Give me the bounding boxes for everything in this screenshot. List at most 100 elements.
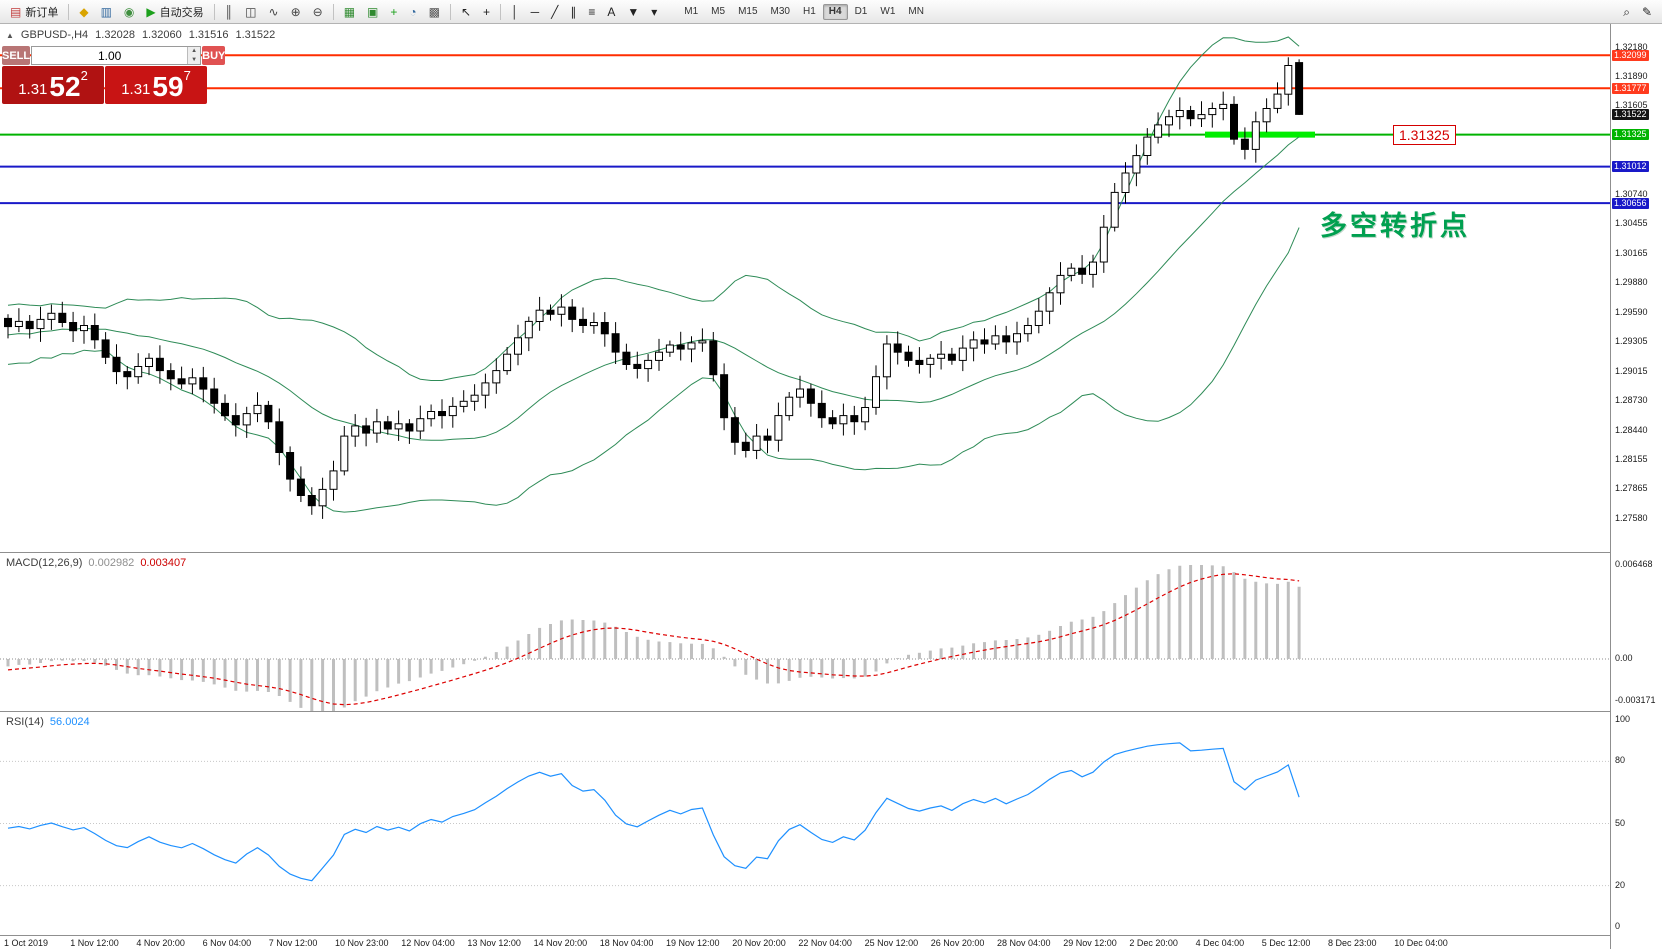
time-axis-label: 2 Dec 20:00 xyxy=(1129,938,1178,948)
axis-scale-label: 0.006468 xyxy=(1615,559,1653,569)
top-toolbar: ▤ 新订单 ◆ ▥ ◉ ▶ 自动交易 ║ ◫ ∿ ⊕ ⊖ ▦ ▣ + ◔ ▩ ↖ + │ ─ ╱ ∥ ≡ A ▼ ▾ M1 M5 M15 M… xyxy=(0,0,1662,24)
axis-scale-label: 100 xyxy=(1615,714,1631,724)
macd-panel[interactable]: MACD(12,26,9) 0.002982 0.003407 xyxy=(0,552,1610,711)
tile-windows-icon[interactable]: ▦ xyxy=(339,1,360,23)
new-order-button-label: 新订单 xyxy=(25,6,59,19)
zoom-out-icon[interactable]: ⊖ xyxy=(308,1,328,23)
shapes-dropdown-icon[interactable]: ▾ xyxy=(646,1,662,23)
search-icon[interactable]: ⌕ xyxy=(1618,1,1635,23)
bar-chart-icon: ║ xyxy=(224,4,234,19)
price-marker-badge: 1.30656 xyxy=(1612,197,1649,209)
chart-symbol-label: GBPUSD-,H4 xyxy=(20,29,89,41)
time-axis-label: 8 Dec 23:00 xyxy=(1328,938,1377,948)
axis-scale-label: 1.32180 xyxy=(1615,41,1648,52)
timeframe-m15[interactable]: M15 xyxy=(738,5,758,17)
time-axis-label: 4 Nov 20:00 xyxy=(136,938,185,948)
channel-icon[interactable]: ∥ xyxy=(565,1,581,23)
market-watch-icon: ▥ xyxy=(100,4,112,19)
toolbar-separator xyxy=(68,3,70,20)
sell-price-display[interactable]: 1.31 52 2 xyxy=(2,66,104,104)
price-axis[interactable]: 1.32180 1.31890 1.31605 1.30740 1.30455 1.301… xyxy=(1610,24,1662,949)
vertical-line-icon[interactable]: │ xyxy=(506,1,524,23)
axis-scale-label: -0.003171 xyxy=(1615,695,1656,705)
timeframe-m1[interactable]: M1 xyxy=(684,5,699,17)
timeframe-mn[interactable]: MN xyxy=(908,5,924,17)
market-watch-icon[interactable]: ▥ xyxy=(96,1,117,23)
chart-window: ▲ GBPUSD-,H4 1.32028 1.32060 1.31516 1.3… xyxy=(0,24,1662,949)
chart-collapse-icon[interactable]: ▲ xyxy=(6,30,14,40)
volume-stepper: ▲ ▼ xyxy=(31,46,202,65)
profiles-icon[interactable]: ◔ xyxy=(404,1,421,23)
toolbar-separator xyxy=(332,3,334,20)
trendline-icon[interactable]: ╱ xyxy=(546,1,563,23)
toolbar-separator xyxy=(500,3,502,20)
timeframe-m5[interactable]: M5 xyxy=(711,5,726,17)
rsi-panel[interactable]: RSI(14) 56.0024 xyxy=(0,711,1610,935)
price-chart-panel[interactable]: ▲ GBPUSD-,H4 1.32028 1.32060 1.31516 1.3… xyxy=(0,24,1610,552)
axis-scale-label: 1.31890 xyxy=(1615,71,1648,82)
time-axis[interactable]: 1 Oct 2019 1 Nov 12:00 4 Nov 20:00 6 Nov 04… xyxy=(0,935,1610,949)
timeframe-d1[interactable]: D1 xyxy=(854,5,868,17)
time-axis-label: 7 Nov 12:00 xyxy=(268,938,318,948)
horizontal-line-icon[interactable]: ─ xyxy=(526,1,545,23)
cursor-icon[interactable]: ↖ xyxy=(456,1,476,23)
autotrading-button-label: 自动交易 xyxy=(159,6,204,19)
buy-button[interactable]: BUY xyxy=(202,46,226,65)
axis-scale-label: 1.29590 xyxy=(1615,306,1648,317)
profiles-icon: ◔ xyxy=(409,4,417,19)
autotrading-button[interactable]: ▶ 自动交易 xyxy=(141,1,208,23)
text-icon[interactable]: A xyxy=(602,1,620,23)
ohlc-open: 1.32028 xyxy=(95,29,135,41)
ohlc-low: 1.31516 xyxy=(188,29,229,41)
edit-icon[interactable]: ✎ xyxy=(1637,1,1657,23)
axis-scale-label: 1.29880 xyxy=(1615,277,1648,287)
chart-annotation-text[interactable]: 多空转折点 xyxy=(1320,211,1470,241)
arrows-icon: ▼ xyxy=(627,4,640,19)
zoom-out-icon: ⊖ xyxy=(312,4,323,19)
shapes-dropdown-icon: ▾ xyxy=(651,4,658,19)
line-chart-icon[interactable]: ∿ xyxy=(264,1,284,23)
trendline-icon: ╱ xyxy=(551,4,559,19)
fibonacci-icon[interactable]: ≡ xyxy=(583,1,600,23)
one-click-trading-panel: SELL ▲ ▼ BUY 1.31 52 2 1.31 xyxy=(2,46,226,104)
horizontal-line-icon: ─ xyxy=(530,4,540,19)
time-axis-label: 25 Nov 12:00 xyxy=(864,938,919,948)
zoom-in-icon[interactable]: ⊕ xyxy=(286,1,306,23)
new-order-button[interactable]: ▤ 新订单 xyxy=(5,1,63,23)
news-icon[interactable]: ◆ xyxy=(74,1,93,23)
time-axis-label: 29 Nov 12:00 xyxy=(1063,938,1117,948)
toolbar-separator xyxy=(449,3,451,20)
axis-scale-label: 1.30740 xyxy=(1615,189,1648,199)
new-chart-icon: + xyxy=(390,4,398,19)
buy-price-display[interactable]: 1.31 59 7 xyxy=(105,66,207,104)
chart-settings-icon: ▩ xyxy=(428,4,440,19)
axis-scale-label: 0.00 xyxy=(1615,653,1633,663)
sounds-icon[interactable]: ◉ xyxy=(119,1,139,23)
volume-up-icon[interactable]: ▲ xyxy=(188,47,201,56)
arrows-icon[interactable]: ▼ xyxy=(622,1,644,23)
timeframe-m30[interactable]: M30 xyxy=(770,5,790,17)
axis-scale-label: 20 xyxy=(1615,879,1626,890)
volume-input[interactable] xyxy=(32,47,188,64)
candlestick-chart-icon[interactable]: ◫ xyxy=(240,1,261,23)
tile-windows-icon: ▦ xyxy=(343,4,356,19)
cascade-windows-icon[interactable]: ▣ xyxy=(362,1,383,23)
timeframe-h1[interactable]: H1 xyxy=(802,5,816,17)
crosshair-icon: + xyxy=(483,4,491,19)
time-axis-label: 20 Nov 20:00 xyxy=(732,938,786,948)
price-marker-badge: 1.31325 xyxy=(1612,129,1649,141)
axis-scale-label: 1.27865 xyxy=(1615,483,1648,494)
volume-down-icon[interactable]: ▼ xyxy=(188,55,201,64)
sell-button[interactable]: SELL xyxy=(2,46,31,65)
time-axis-label: 13 Nov 12:00 xyxy=(467,938,521,948)
bar-chart-icon[interactable]: ║ xyxy=(220,1,239,23)
price-level-label[interactable]: 1.31325 xyxy=(1393,125,1456,145)
new-chart-icon[interactable]: + xyxy=(385,1,402,23)
chart-settings-icon[interactable]: ▩ xyxy=(424,1,445,23)
timeframe-switcher: M1 M5 M15 M30 H1 H4 D1 W1 MN xyxy=(678,3,930,20)
crosshair-icon[interactable]: + xyxy=(478,1,495,23)
new-order-icon: ▤ xyxy=(10,4,22,19)
timeframe-h4[interactable]: H4 xyxy=(822,3,848,20)
timeframe-w1[interactable]: W1 xyxy=(880,5,896,17)
axis-scale-label: 50 xyxy=(1615,817,1626,828)
